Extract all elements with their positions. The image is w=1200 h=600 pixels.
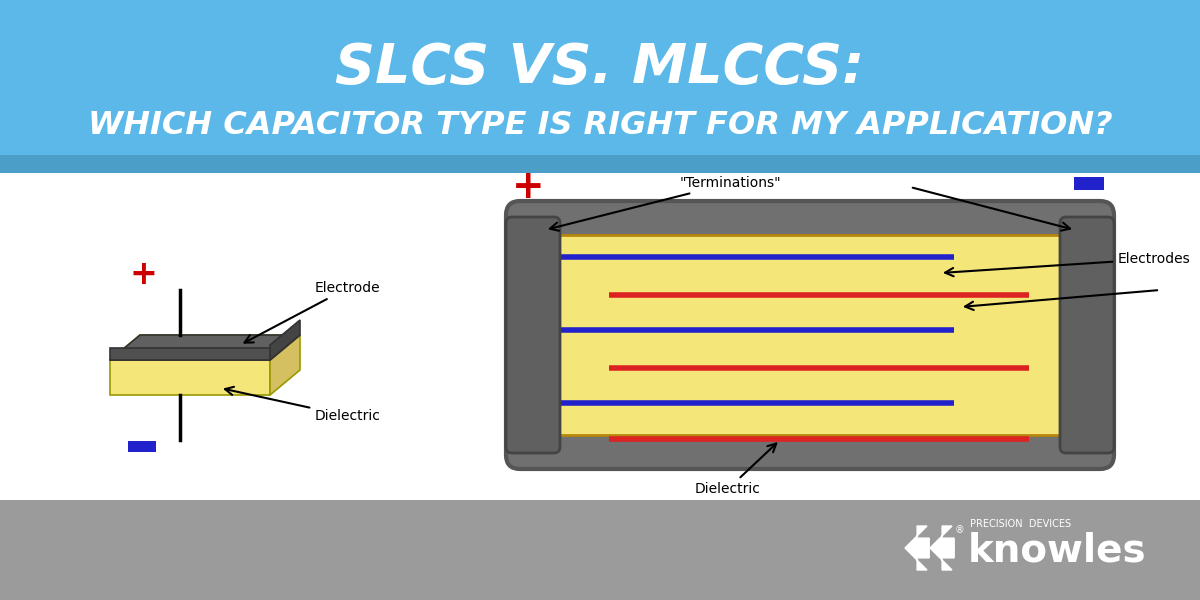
Bar [0, 500, 1200, 600]
Text: Dielectric: Dielectric [695, 443, 776, 496]
Polygon shape [110, 335, 300, 360]
Polygon shape [110, 360, 270, 395]
Text: Dielectric: Dielectric [224, 387, 380, 423]
Text: SLCS VS. MLCCS:: SLCS VS. MLCCS: [335, 41, 865, 95]
FancyBboxPatch shape [1060, 217, 1114, 453]
Text: ®: ® [955, 525, 965, 535]
FancyBboxPatch shape [506, 201, 1114, 469]
Text: Electrodes: Electrodes [946, 252, 1190, 276]
Bar [128, 441, 156, 452]
FancyBboxPatch shape [506, 217, 560, 453]
Polygon shape [110, 335, 300, 360]
Bar [540, 235, 1080, 435]
Polygon shape [930, 526, 954, 570]
Polygon shape [905, 526, 929, 570]
Polygon shape [270, 335, 300, 395]
Text: WHICH CAPACITOR TYPE IS RIGHT FOR MY APPLICATION?: WHICH CAPACITOR TYPE IS RIGHT FOR MY APP… [88, 109, 1112, 140]
Bar [0, 155, 1200, 173]
Polygon shape [270, 320, 300, 360]
Text: "Terminations": "Terminations" [550, 176, 781, 231]
Bar [1074, 177, 1104, 190]
Text: PRECISION  DEVICES: PRECISION DEVICES [970, 519, 1072, 529]
Text: Electrode: Electrode [245, 281, 380, 343]
Bar [0, 0, 1200, 170]
Text: +: + [130, 259, 157, 292]
Text: knowles: knowles [968, 531, 1147, 569]
Polygon shape [110, 348, 270, 360]
Text: +: + [511, 168, 545, 206]
